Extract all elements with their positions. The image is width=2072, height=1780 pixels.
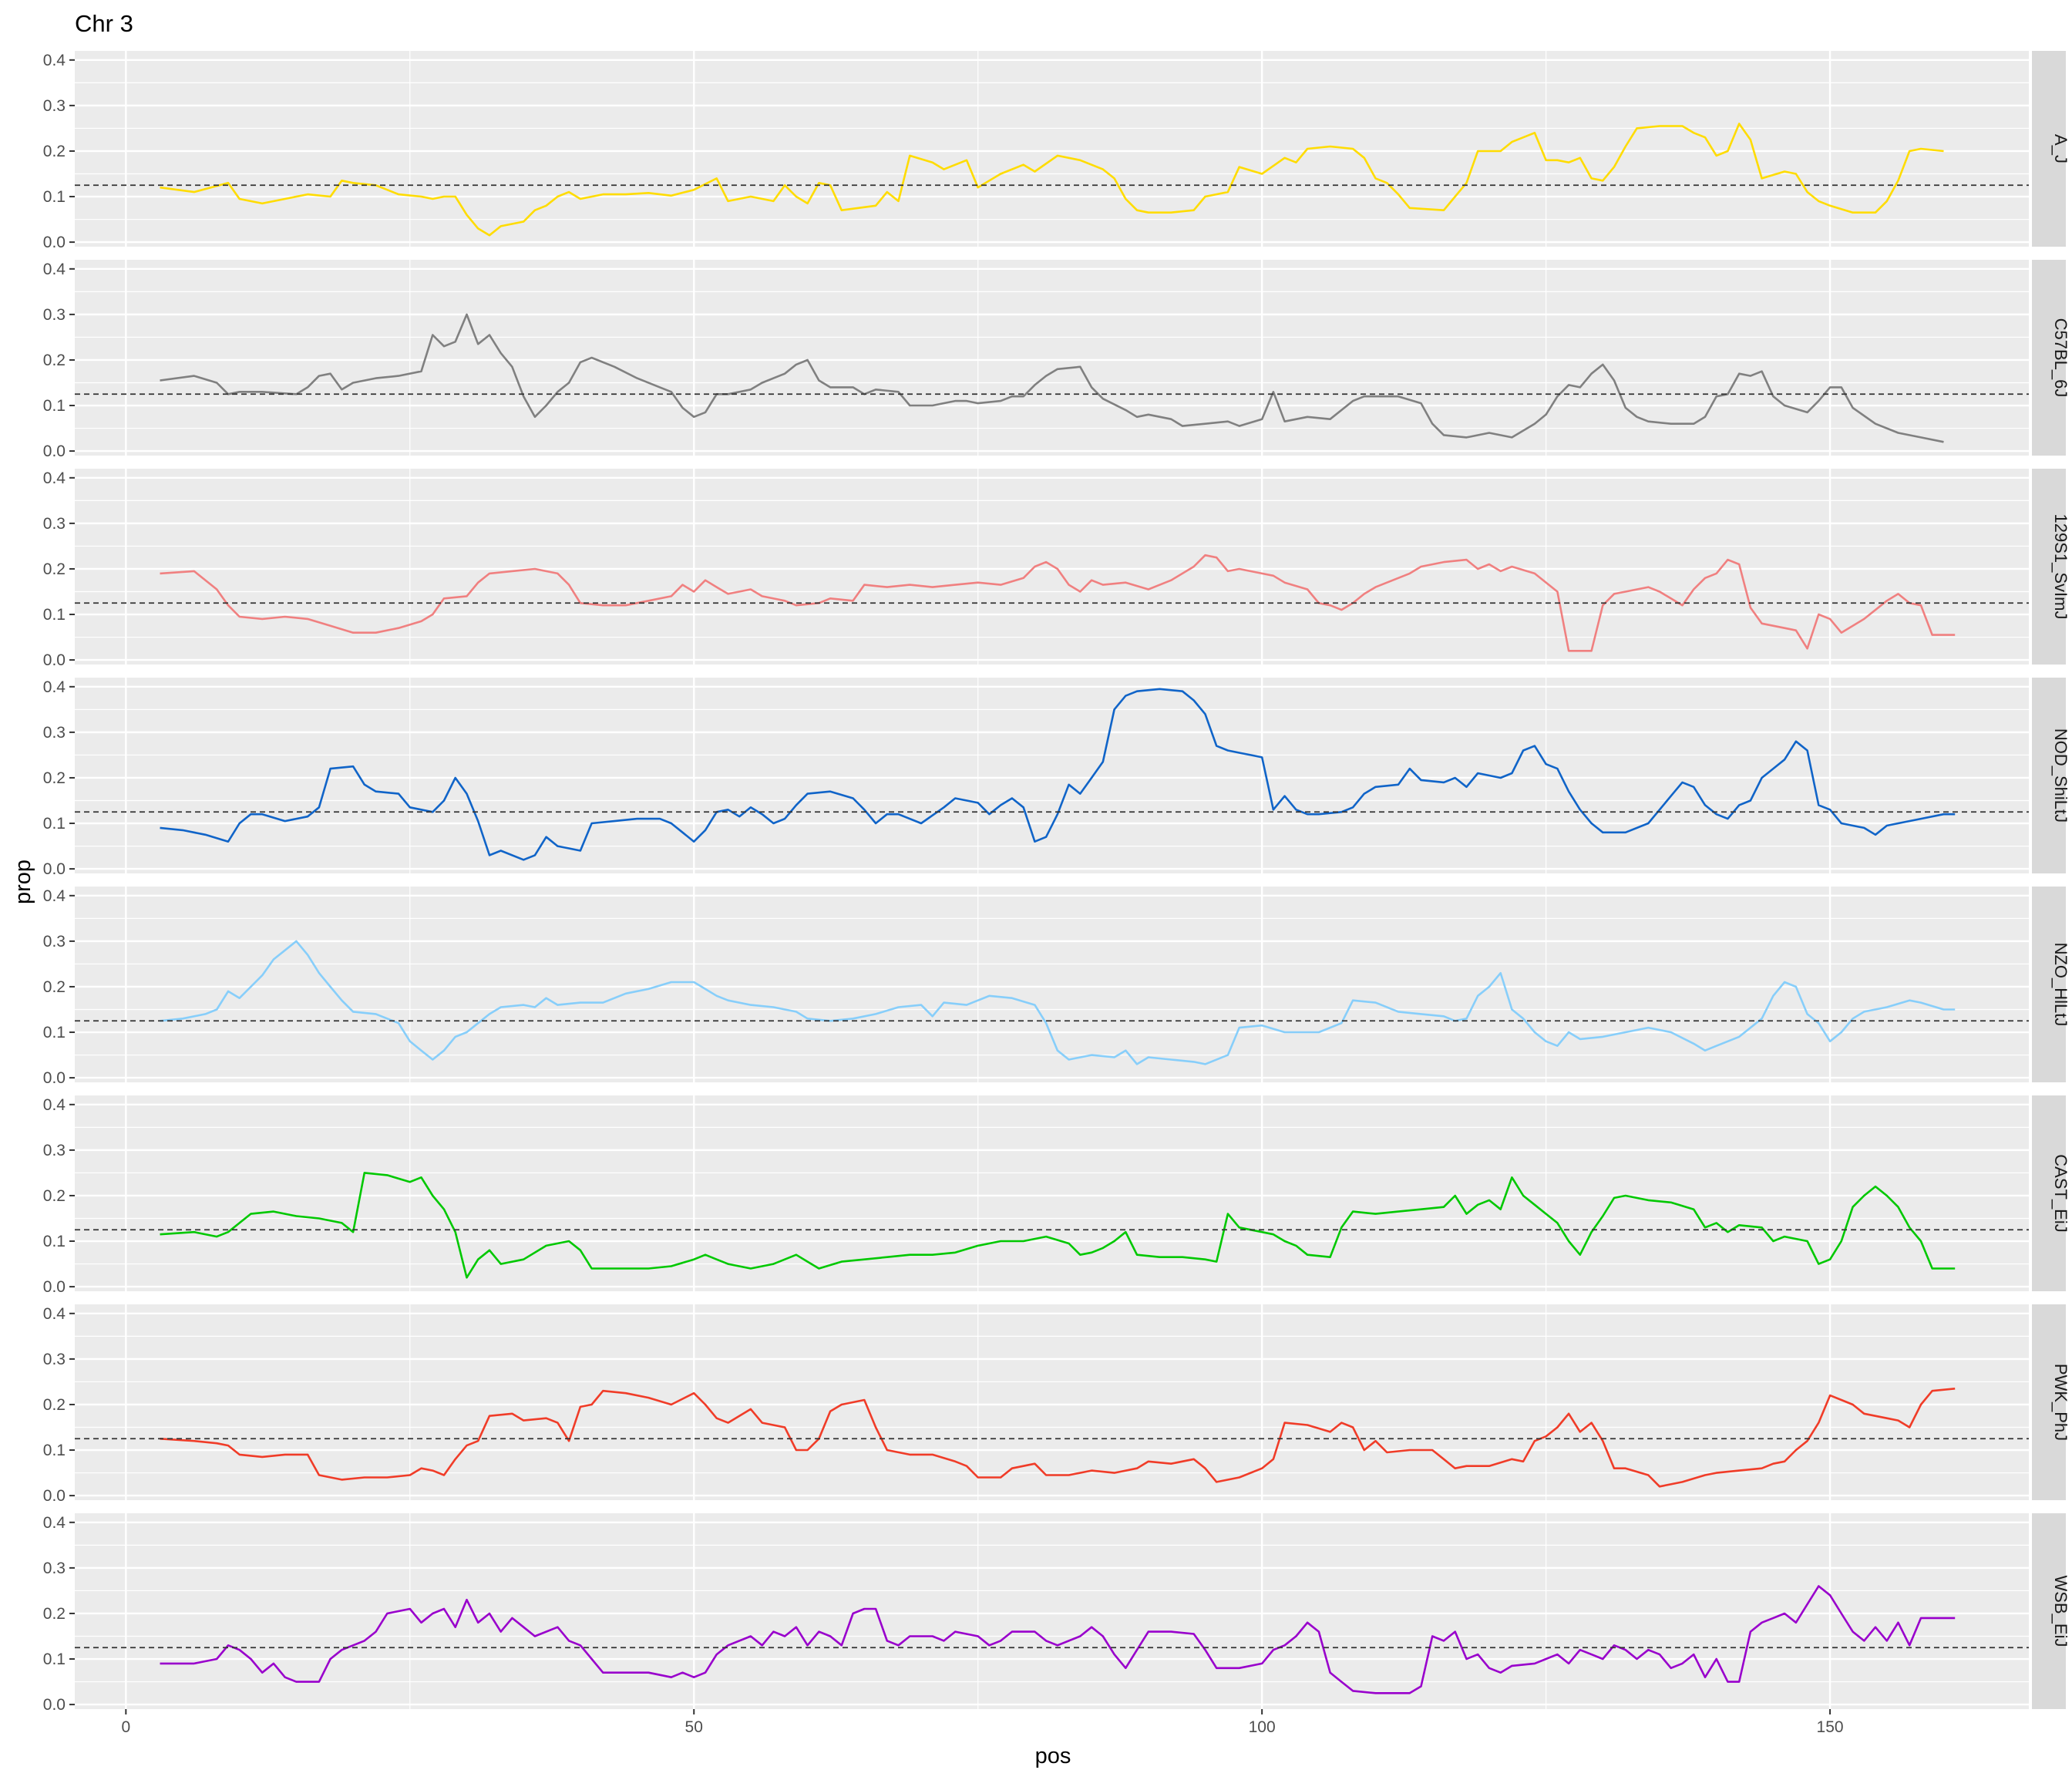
panel-background (75, 887, 2029, 1082)
facet-label: A_J (2051, 134, 2070, 163)
y-tick-label: 0.3 (43, 306, 66, 324)
facet-strip (2032, 51, 2066, 247)
y-tick-label: 0.0 (43, 1696, 66, 1714)
y-tick-label: 0.2 (43, 1187, 66, 1205)
y-tick-label: 0.4 (43, 678, 66, 696)
y-tick-label: 0.1 (43, 1442, 66, 1459)
x-tick-label: 0 (121, 1718, 130, 1736)
panel-CAST_EiJ: 0.0 0.1 0.2 0.3 0.4 CAST_EiJ (43, 1095, 2070, 1296)
y-tick-label: 0.0 (43, 234, 66, 251)
facet-label: NOD_ShiLtJ (2051, 728, 2070, 823)
chart-title: Chr 3 (75, 10, 133, 37)
panel-PWK_PhJ: 0.0 0.1 0.2 0.3 0.4 PWK_PhJ (43, 1304, 2070, 1505)
facet-label: PWK_PhJ (2051, 1364, 2070, 1441)
y-tick-label: 0.3 (43, 515, 66, 533)
y-tick-label: 0.4 (43, 1096, 66, 1114)
panel-background (75, 1095, 2029, 1291)
facet-label: 129S1_SvImJ (2051, 514, 2070, 620)
panel-background (75, 51, 2029, 247)
panel-129S1_SvImJ: 0.0 0.1 0.2 0.3 0.4 129S1_SvImJ (43, 469, 2070, 669)
series-line-NOD_ShiLtJ (160, 688, 1956, 861)
panel-background (75, 678, 2029, 873)
y-tick-label: 0.2 (43, 978, 66, 996)
facet-strip (2032, 469, 2066, 665)
facet-strip (2032, 1513, 2066, 1709)
y-axis-title: prop (11, 860, 35, 904)
y-tick-label: 0.2 (43, 560, 66, 578)
facet-strip (2032, 1304, 2066, 1500)
y-tick-label: 0.0 (43, 651, 66, 669)
facet-strip (2032, 260, 2066, 456)
facet-strip (2032, 1095, 2066, 1291)
y-tick-label: 0.1 (43, 606, 66, 624)
panel-background (75, 1513, 2029, 1709)
y-tick-label: 0.0 (43, 1278, 66, 1296)
y-tick-label: 0.3 (43, 933, 66, 951)
y-tick-label: 0.2 (43, 769, 66, 787)
x-axis-title: pos (1035, 1744, 1071, 1768)
y-tick-label: 0.1 (43, 1650, 66, 1668)
series-line-PWK_PhJ (160, 1388, 1956, 1488)
y-tick-label: 0.2 (43, 352, 66, 369)
y-tick-label: 0.4 (43, 52, 66, 69)
facet-label: NZO_HlLtJ (2051, 943, 2070, 1027)
y-tick-label: 0.3 (43, 724, 66, 742)
y-tick-label: 0.4 (43, 1514, 66, 1532)
y-tick-label: 0.2 (43, 1396, 66, 1414)
y-tick-label: 0.1 (43, 188, 66, 206)
x-tick-label: 50 (685, 1718, 703, 1736)
series-line-A_J (160, 123, 1944, 237)
y-tick-label: 0.4 (43, 1305, 66, 1323)
series-line-C57BL_6J (160, 313, 1944, 443)
x-tick-label: 100 (1249, 1718, 1276, 1736)
y-tick-label: 0.4 (43, 261, 66, 278)
series-line-WSB_EiJ (160, 1585, 1956, 1694)
y-tick-label: 0.1 (43, 1233, 66, 1250)
y-tick-label: 0.2 (43, 1605, 66, 1623)
y-tick-label: 0.3 (43, 1560, 66, 1577)
facet-label: CAST_EiJ (2051, 1154, 2070, 1232)
y-tick-label: 0.3 (43, 1142, 66, 1159)
y-tick-label: 0.0 (43, 1069, 66, 1087)
series-line-129S1_SvImJ (160, 554, 1956, 652)
panel-A_J: 0.0 0.1 0.2 0.3 0.4 A_J (43, 51, 2070, 251)
y-tick-label: 0.3 (43, 97, 66, 115)
x-tick-label: 150 (1817, 1718, 1844, 1736)
series-line-NZO_HlLtJ (160, 940, 1956, 1065)
facet-strip (2032, 887, 2066, 1082)
y-tick-label: 0.3 (43, 1351, 66, 1368)
panel-C57BL_6J: 0.0 0.1 0.2 0.3 0.4 C57BL_6J (43, 260, 2070, 460)
panel-NOD_ShiLtJ: 0.0 0.1 0.2 0.3 0.4 NOD_ShiLtJ (43, 678, 2070, 878)
y-tick-label: 0.4 (43, 887, 66, 905)
facet-strip (2032, 678, 2066, 873)
series-line-CAST_EiJ (160, 1172, 1956, 1279)
facet-label: WSB_EiJ (2051, 1576, 2070, 1647)
facet-label: C57BL_6J (2051, 318, 2070, 398)
y-tick-label: 0.2 (43, 143, 66, 160)
panel-background (75, 1304, 2029, 1500)
y-tick-label: 0.0 (43, 1487, 66, 1505)
panel-background (75, 260, 2029, 456)
y-tick-label: 0.1 (43, 397, 66, 415)
panel-NZO_HlLtJ: 0.0 0.1 0.2 0.3 0.4 NZO_HlLtJ (43, 887, 2070, 1087)
y-tick-label: 0.0 (43, 442, 66, 460)
y-tick-label: 0.4 (43, 469, 66, 487)
y-tick-label: 0.1 (43, 1024, 66, 1041)
y-tick-label: 0.0 (43, 860, 66, 878)
y-tick-label: 0.1 (43, 815, 66, 833)
panel-WSB_EiJ: 0.0 0.1 0.2 0.3 0.4 WSB_EiJ 0 50 100 150 (43, 1513, 2070, 1736)
